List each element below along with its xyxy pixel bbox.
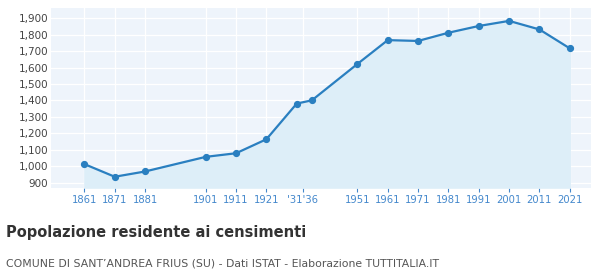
Text: Popolazione residente ai censimenti: Popolazione residente ai censimenti	[6, 225, 306, 241]
Text: COMUNE DI SANT’ANDREA FRIUS (SU) - Dati ISTAT - Elaborazione TUTTITALIA.IT: COMUNE DI SANT’ANDREA FRIUS (SU) - Dati …	[6, 259, 439, 269]
